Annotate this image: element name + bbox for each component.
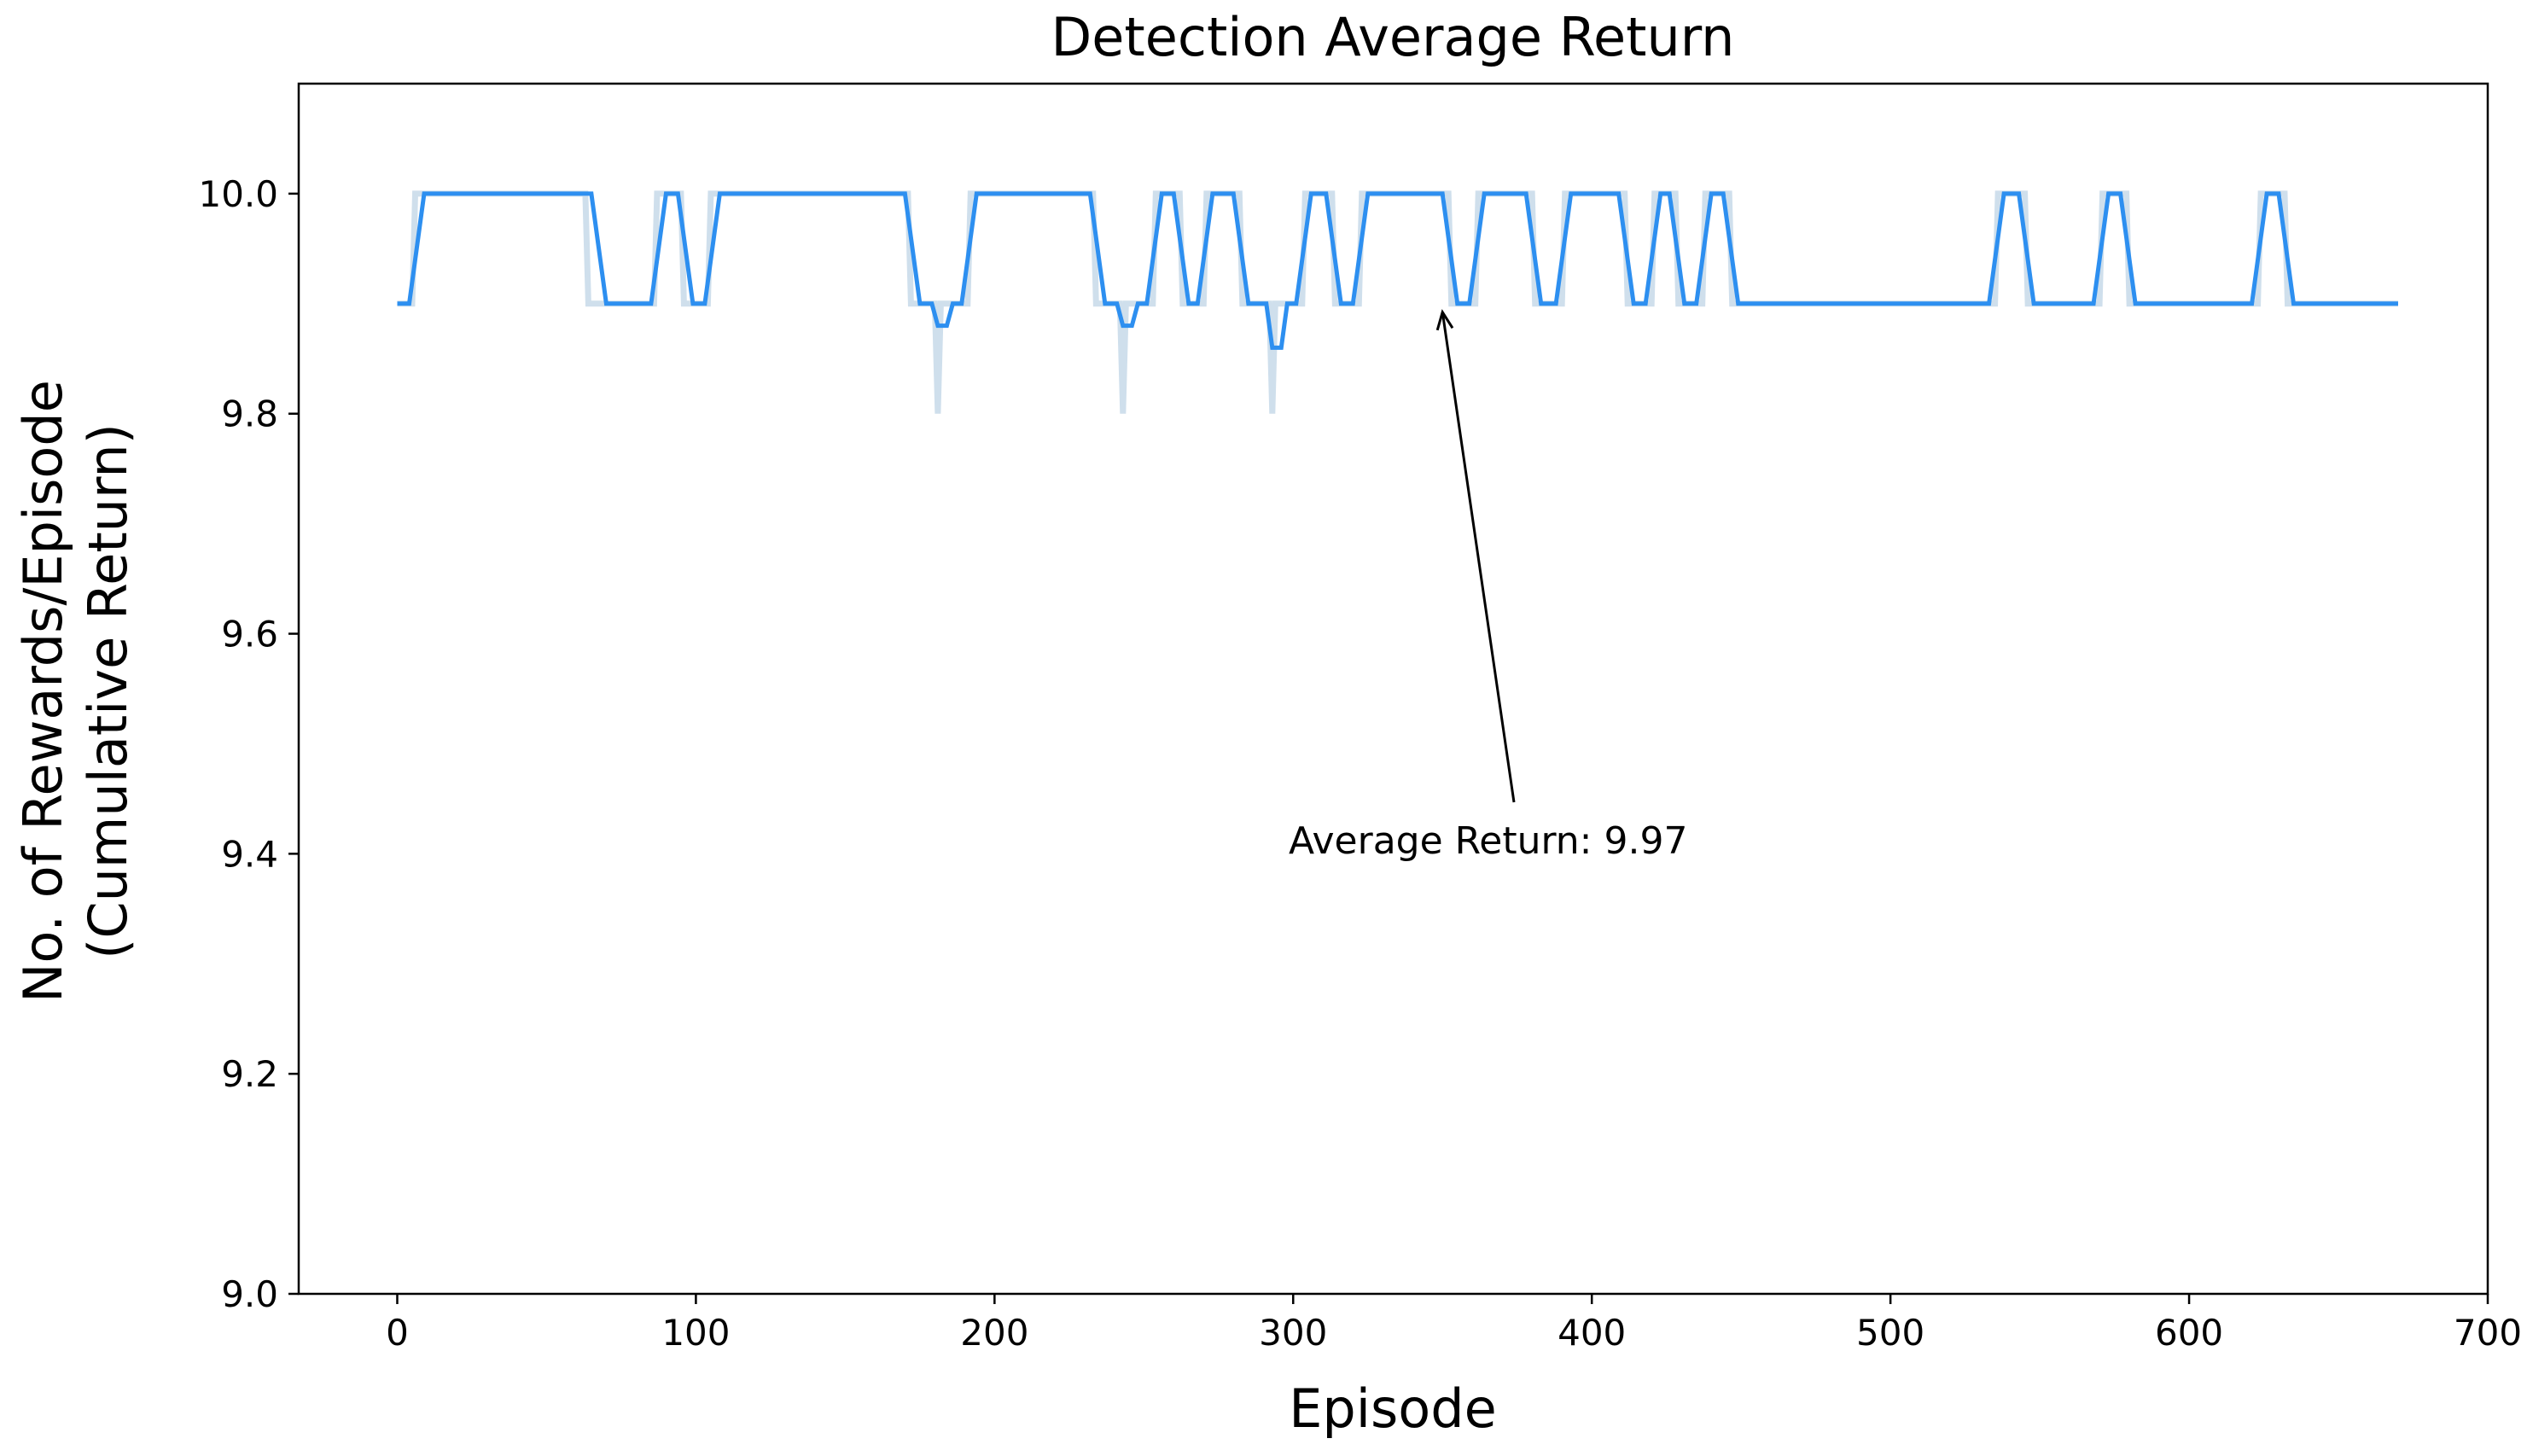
x-tick-label: 500 (1856, 1312, 1924, 1354)
y-axis-ticks: 9.0 9.2 9.4 9.6 9.8 10.0 (198, 173, 299, 1315)
y-tick-label: 9.0 (221, 1273, 278, 1315)
x-tick-label: 300 (1259, 1312, 1327, 1354)
series-layer (397, 190, 2398, 414)
chart-title: Detection Average Return (1051, 6, 1735, 68)
x-tick-label: 100 (661, 1312, 730, 1354)
y-axis-label-line-2: (Cumulative Return) (77, 423, 139, 959)
y-tick-label: 9.8 (221, 393, 278, 435)
y-axis-label: No. of Rewards/Episode (Cumulative Retur… (12, 380, 139, 1003)
y-tick-label: 9.6 (221, 614, 278, 655)
y-axis-label-line-1: No. of Rewards/Episode (12, 380, 74, 1003)
plot-frame (297, 82, 2489, 1296)
series-line-smoothed (397, 191, 2398, 350)
x-tick-label: 0 (386, 1312, 409, 1354)
y-tick-label: 9.2 (221, 1053, 278, 1095)
annotation-arrow (1441, 312, 1516, 803)
annotation: Average Return: 9.97 (1289, 309, 1687, 863)
x-tick-label: 200 (960, 1312, 1028, 1354)
y-tick-label: 9.4 (221, 833, 278, 875)
annotation-text: Average Return: 9.97 (1289, 819, 1687, 863)
annotation-arrow-head (1435, 309, 1454, 331)
x-axis-label: Episode (1289, 1377, 1497, 1440)
x-tick-label: 700 (2454, 1312, 2522, 1354)
x-tick-label: 600 (2155, 1312, 2223, 1354)
x-axis-ticks: 0 100 200 300 400 500 600 700 (386, 1294, 2522, 1354)
y-tick-label: 10.0 (198, 173, 278, 215)
x-tick-label: 400 (1558, 1312, 1626, 1354)
